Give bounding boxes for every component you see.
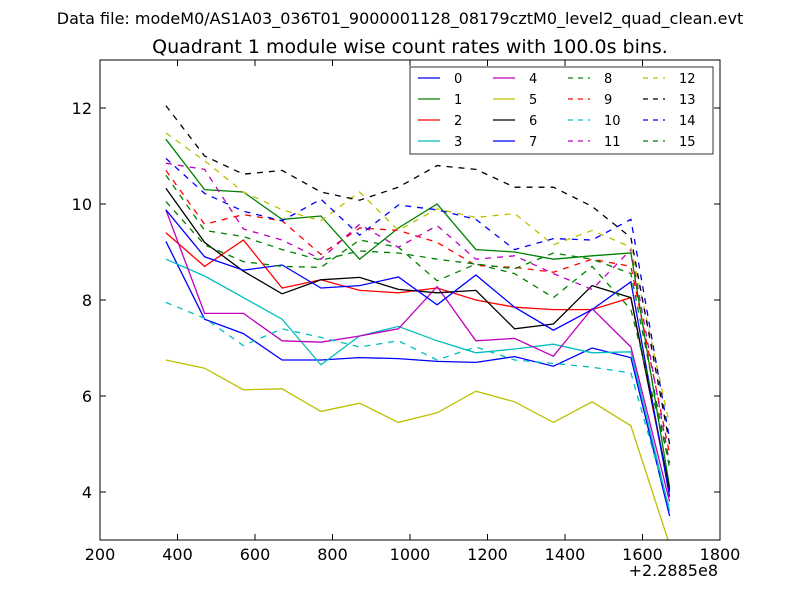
x-tick-label: 800	[317, 545, 348, 564]
series-line-3	[165, 258, 671, 512]
x-tick-label: 1200	[467, 545, 508, 564]
series-line-12	[165, 132, 671, 425]
legend-box	[409, 66, 714, 155]
chart-title: Quadrant 1 module wise count rates with …	[152, 36, 668, 58]
x-tick-label: 1800	[700, 545, 741, 564]
series-layer	[165, 105, 671, 540]
legend-label-7: 7	[529, 135, 537, 150]
data-file-label: Data file: modeM0/AS1A03_036T01_90000011…	[57, 9, 743, 29]
series-line-14	[165, 157, 671, 440]
y-tick-label: 12	[72, 99, 92, 118]
x-tick-label: 1000	[390, 545, 431, 564]
series-line-8	[165, 201, 671, 464]
legend-label-10: 10	[604, 114, 621, 129]
legend-label-11: 11	[604, 135, 621, 150]
series-line-2	[165, 232, 671, 493]
y-tick-label: 4	[82, 483, 92, 502]
legend-label-3: 3	[454, 135, 462, 150]
series-line-4	[165, 209, 671, 502]
legend-label-2: 2	[454, 114, 462, 129]
series-line-13	[165, 105, 671, 445]
legend-label-15: 15	[679, 135, 696, 150]
legend-label-1: 1	[454, 93, 462, 108]
x-tick-label: 1400	[545, 545, 586, 564]
y-tick-label: 6	[82, 387, 92, 406]
series-line-11	[165, 162, 671, 464]
series-line-5	[165, 359, 669, 540]
series-line-6	[165, 187, 671, 490]
x-tick-label: 400	[162, 545, 193, 564]
legend-label-5: 5	[529, 93, 537, 108]
series-line-15	[165, 174, 671, 469]
legend-label-12: 12	[679, 72, 696, 87]
legend-label-6: 6	[529, 114, 537, 129]
legend-label-9: 9	[604, 93, 612, 108]
x-tick-label: 200	[85, 545, 116, 564]
x-tick-label: 1600	[622, 545, 663, 564]
series-line-1	[165, 138, 671, 488]
legend-label-13: 13	[679, 93, 696, 108]
series-line-9	[165, 170, 671, 454]
x-offset-label: +2.2885e8	[629, 561, 718, 580]
x-tick-label: 600	[240, 545, 271, 564]
legend-label-0: 0	[454, 72, 462, 87]
series-line-0	[165, 241, 671, 517]
legend-label-14: 14	[679, 114, 696, 129]
y-tick-label: 8	[82, 291, 92, 310]
series-line-7	[165, 209, 671, 497]
legend-label-8: 8	[604, 72, 612, 87]
y-tick-label: 10	[72, 195, 92, 214]
series-line-10	[165, 301, 671, 509]
legend-label-4: 4	[529, 72, 537, 87]
